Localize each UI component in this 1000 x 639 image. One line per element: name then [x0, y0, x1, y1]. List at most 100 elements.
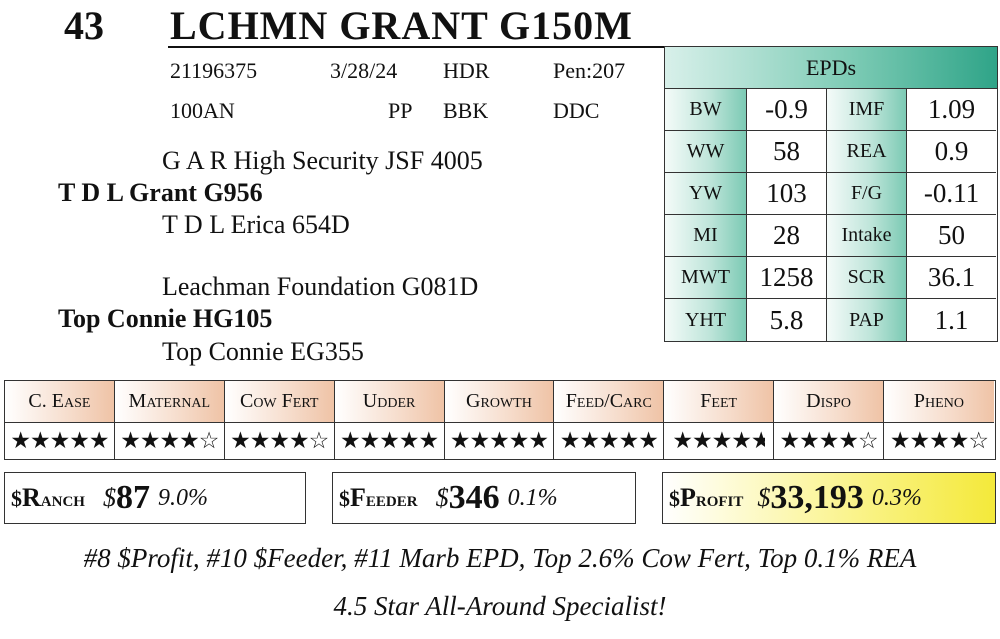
highlights-line: #8 $Profit, #10 $Feeder, #11 Marb EPD, T… [83, 543, 917, 573]
star-filled-icon: ★ [711, 428, 733, 454]
genetic-code: DDC [553, 98, 600, 123]
ranch-index-dollar: $ [102, 483, 116, 512]
epd-value: 103 [747, 173, 827, 215]
trait-star-rating: ★ ★ ★ ★ ★ [445, 423, 554, 459]
epd-label: F/G [827, 173, 907, 215]
star-filled-icon: ★ [340, 428, 361, 454]
star-filled-icon: ★ [889, 428, 911, 454]
pedigree-sire-dam: T D L Erica 654D [162, 210, 350, 239]
header-divider [168, 46, 998, 48]
profit-index-box: $Profit $ 33,193 0.3% [662, 472, 996, 524]
star-empty-icon: ☆ [308, 428, 330, 454]
trait-label: Feed/Carc [554, 381, 664, 423]
star-filled-icon: ★ [449, 428, 471, 454]
epd-label: BW [665, 89, 747, 131]
star-filled-icon: ★ [528, 428, 549, 454]
star-filled-icon: ★ [88, 428, 110, 454]
epd-label: WW [665, 131, 747, 173]
star-filled-icon: ★ [731, 428, 752, 454]
epd-value: -0.11 [907, 173, 996, 215]
profit-index-label: $Profit [669, 483, 744, 512]
epd-label: IMF [827, 89, 907, 131]
ranch-index-label: $Ranch [11, 483, 85, 512]
star-filled-icon: ★ [489, 428, 510, 454]
star-filled-icon: ★ [672, 428, 693, 454]
polled-status: PP [388, 98, 413, 123]
color-code: BBK [443, 98, 489, 123]
epd-value: 50 [907, 215, 996, 257]
pedigree-sire-sire: G A R High Security JSF 4005 [162, 146, 483, 175]
star-filled-icon: ★ [618, 428, 640, 454]
profit-index-dollar: $ [757, 483, 771, 512]
trait-label: Udder [334, 381, 444, 423]
star-empty-icon: ☆ [858, 428, 879, 454]
pedigree-dam-sire: Leachman Foundation G081D [162, 272, 479, 301]
trait-column: Pheno ★ ★ ★ ★ ☆ [884, 381, 994, 459]
lot-number: 43 [64, 3, 104, 48]
star-filled-icon: ★ [909, 428, 931, 454]
trait-column: Udder ★ ★ ★ ★ ★ [334, 381, 445, 459]
star-filled-icon: ★ [469, 428, 491, 454]
epd-row: BW -0.9 IMF 1.09 [665, 89, 997, 131]
feeder-index-dollar: $ [435, 483, 449, 512]
pedigree-dam-dam: Top Connie EG355 [162, 337, 364, 366]
star-filled-icon: ★ [638, 428, 659, 454]
star-filled-icon: ★ [818, 428, 840, 454]
registration-number: 21196375 [170, 58, 258, 83]
epd-value: 28 [747, 215, 827, 257]
star-filled-icon: ★ [398, 428, 420, 454]
pen-number: Pen:207 [553, 58, 626, 83]
epd-row: MI 28 Intake 50 [665, 215, 997, 257]
epd-value: 1258 [747, 257, 827, 299]
trait-ratings-table: C. Ease ★ ★ ★ ★ ★ Maternal ★ ★ ★ ★ ☆ Cow Fert ★ ★ ★ ★ ☆ Ud… [4, 380, 996, 460]
trait-label: Cow Fert [224, 381, 334, 423]
epd-label: REA [827, 131, 907, 173]
ranch-index-value: 87 [115, 479, 150, 516]
trait-label: Growth [444, 381, 554, 423]
star-filled-icon: ★ [838, 428, 859, 454]
trait-star-rating: ★ ★ ★ ★ ☆ [225, 423, 334, 459]
star-filled-icon: ★ [49, 428, 71, 454]
trait-column: Maternal ★ ★ ★ ★ ☆ [114, 381, 225, 459]
trait-star-rating: ★ ★ ★ ★ ☆ [884, 423, 994, 459]
epd-value: 1.1 [907, 299, 996, 341]
epd-row: YW 103 F/G -0.11 [665, 173, 997, 215]
epd-value: -0.9 [747, 89, 827, 131]
star-filled-icon: ★ [599, 428, 620, 454]
star-filled-icon: ★ [179, 428, 200, 454]
star-filled-icon: ★ [120, 428, 141, 454]
tag-number: 100AN [170, 98, 235, 123]
profit-index-percentile: 0.3% [871, 484, 922, 511]
star-filled-icon: ★ [929, 428, 950, 454]
star-filled-icon: ★ [230, 428, 251, 454]
star-filled-icon: ★ [418, 428, 440, 454]
trait-column: Dispo ★ ★ ★ ★ ☆ [774, 381, 884, 459]
feeder-index-value: 346 [448, 479, 500, 516]
star-filled-icon: ★ [691, 428, 713, 454]
trait-star-rating: ★ ★ ★ ★ ★ [664, 423, 773, 459]
trait-column: Feet ★ ★ ★ ★ ★ [664, 381, 775, 459]
epd-table: EPDs BW -0.9 IMF 1.09 WW 58 REA 0.9 YW 103 F/G -0.1… [664, 46, 998, 342]
star-filled-icon: ★ [289, 428, 310, 454]
pedigree-dam: Top Connie HG105 [58, 304, 273, 333]
star-filled-icon: ★ [159, 428, 181, 454]
star-filled-icon: ★ [779, 428, 801, 454]
star-filled-icon: ★ [359, 428, 381, 454]
epd-table-title: EPDs [665, 47, 997, 89]
trait-star-rating: ★ ★ ★ ★ ★ [5, 423, 114, 459]
trait-star-rating: ★ ★ ★ ★ ★ [554, 423, 663, 459]
specialist-line: 4.5 Star All-Around Specialist! [333, 591, 667, 621]
epd-value: 36.1 [907, 257, 996, 299]
star-filled-icon: ★ [269, 428, 290, 454]
trait-column: Feed/Carc ★ ★ ★ ★ ★ [554, 381, 665, 459]
epd-label: SCR [827, 257, 907, 299]
star-filled-icon: ★ [69, 428, 90, 454]
star-filled-icon: ★ [249, 428, 271, 454]
epd-label: YHT [665, 299, 747, 341]
trait-star-rating: ★ ★ ★ ★ ☆ [774, 423, 883, 459]
feeder-index-box: $Feeder $ 346 0.1% [332, 472, 636, 524]
pedigree-sire: T D L Grant G956 [58, 178, 263, 207]
trait-label: Pheno [884, 381, 994, 423]
star-filled-icon: ★ [379, 428, 400, 454]
epd-label: YW [665, 173, 747, 215]
